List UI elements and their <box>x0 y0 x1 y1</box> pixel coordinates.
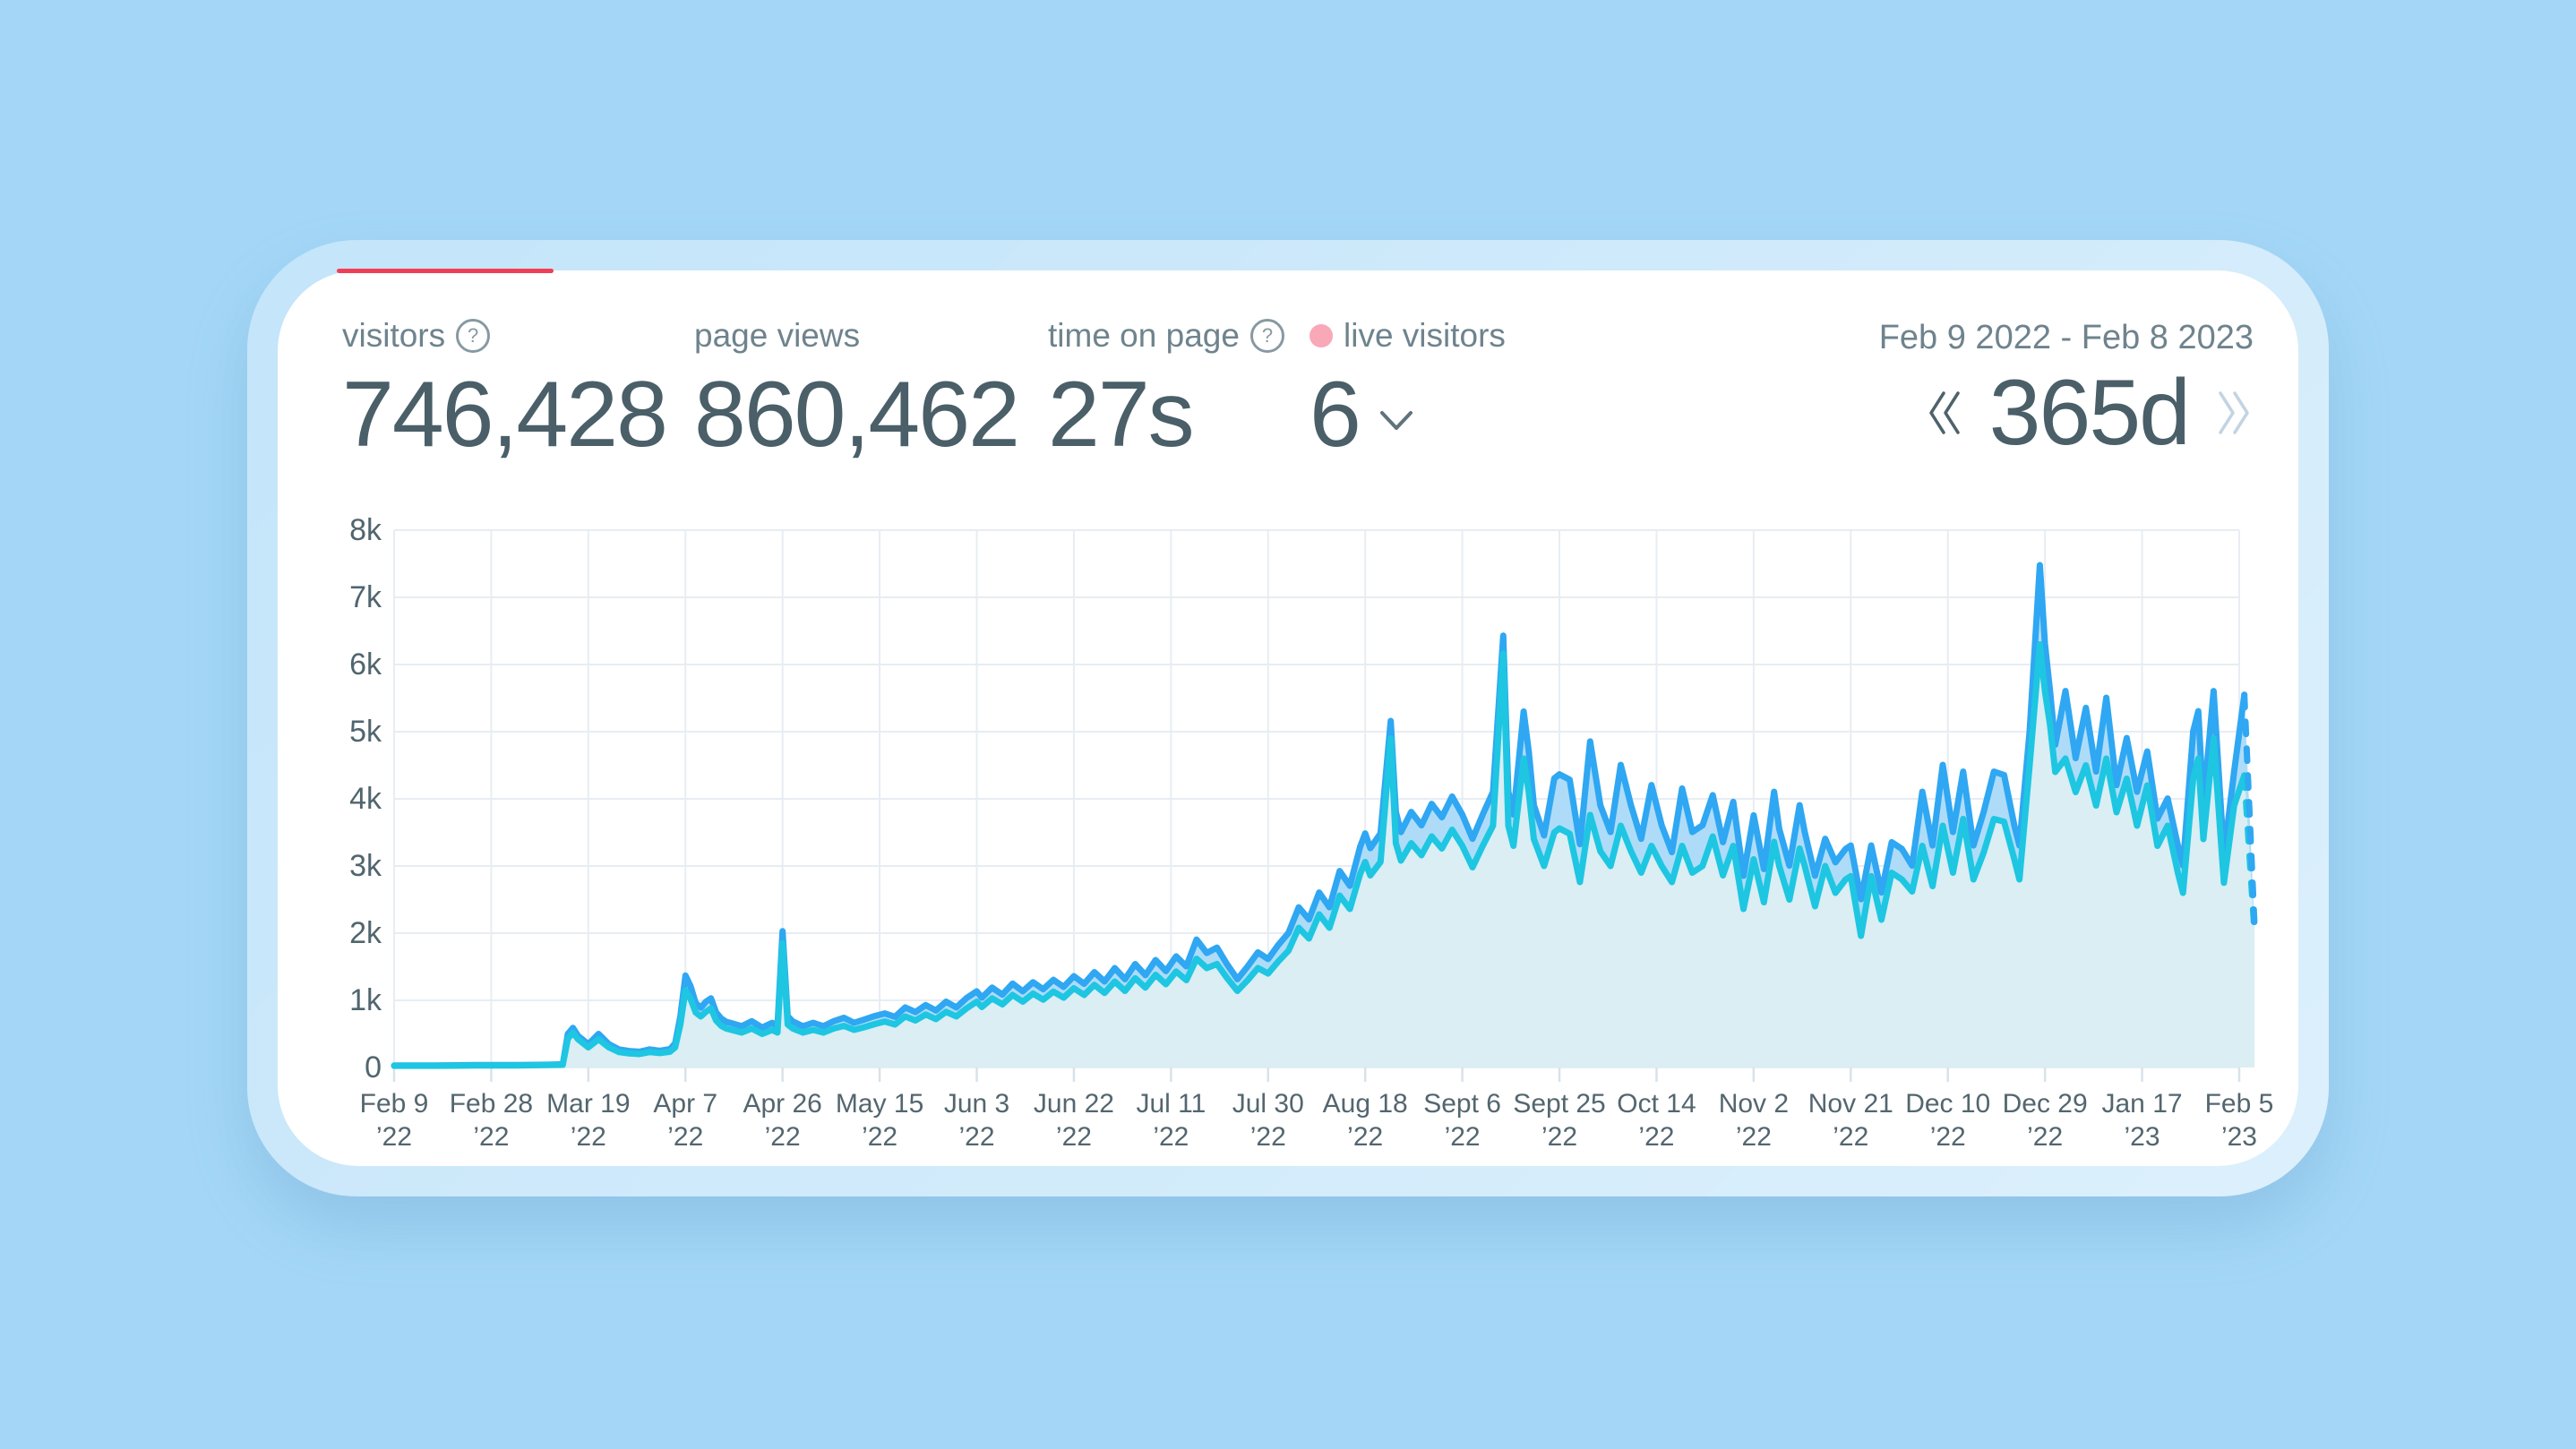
date-range-label: Feb 9 2022 - Feb 8 2023 <box>1878 319 2254 356</box>
y-axis-tick-label: 5k <box>349 715 382 749</box>
y-axis-tick-label: 7k <box>349 580 382 614</box>
stat-live-visitors: live visitors 6 <box>1309 315 1506 464</box>
x-axis-tick-label: Apr 26’22 <box>743 1089 822 1152</box>
stat-page-views: page views 860,462 <box>694 315 1020 467</box>
stat-visitors-label: visitors <box>342 317 446 354</box>
chevron-down-icon[interactable] <box>1378 408 1415 433</box>
chevrons-right-icon <box>2219 391 2249 434</box>
x-axis-tick-label: Jul 11’22 <box>1136 1089 1206 1152</box>
stat-page-views-value: 860,462 <box>694 363 1020 467</box>
x-axis-tick-label: Dec 10’22 <box>1905 1089 1991 1152</box>
y-axis-tick-label: 6k <box>349 647 382 682</box>
y-axis-tick-label: 1k <box>349 983 382 1017</box>
x-axis-tick-label: Nov 2’22 <box>1718 1089 1790 1152</box>
help-icon[interactable]: ? <box>456 319 491 353</box>
y-axis-tick-label: 8k <box>349 513 382 547</box>
x-axis-tick-label: Nov 21’22 <box>1807 1089 1893 1152</box>
x-axis-tick-label: Dec 29’22 <box>2002 1089 2088 1152</box>
analytics-card: visitors ? 746,428 page views 860,462 ti… <box>278 269 2298 1166</box>
y-axis-tick-label: 4k <box>349 782 382 816</box>
x-axis-tick-label: Oct 14’22 <box>1617 1089 1696 1152</box>
x-axis-tick-label: Feb 5’23 <box>2204 1089 2274 1152</box>
x-axis-tick-label: Aug 18’22 <box>1322 1089 1408 1152</box>
stat-page-views-label: page views <box>694 317 861 354</box>
previous-period-button[interactable] <box>1925 387 1966 439</box>
stat-visitors: visitors ? 746,428 <box>342 315 668 467</box>
x-axis-tick-label: Feb 9’22 <box>359 1089 429 1152</box>
y-axis-tick-label: 0 <box>365 1050 382 1085</box>
next-period-button[interactable] <box>2212 387 2254 439</box>
x-axis-tick-label: Mar 19’22 <box>546 1089 631 1152</box>
stat-live-visitors-value: 6 <box>1309 363 1361 467</box>
progress-line <box>337 269 554 273</box>
stat-time-on-page: time on page ? 27s <box>1048 315 1284 464</box>
x-axis-tick-label: Sept 6’22 <box>1423 1089 1501 1152</box>
x-axis-tick-label: Jan 17’23 <box>2101 1089 2183 1152</box>
card-halo: visitors ? 746,428 page views 860,462 ti… <box>247 240 2329 1196</box>
stat-time-on-page-value: 27s <box>1048 363 1195 467</box>
stat-live-visitors-label: live visitors <box>1344 317 1506 354</box>
y-axis-tick-label: 2k <box>349 916 382 950</box>
x-axis-tick-label: Jul 30’22 <box>1232 1089 1304 1152</box>
date-range-picker: Feb 9 2022 - Feb 8 2023 365d <box>1879 317 2254 462</box>
x-axis-tick-label: Jun 22’22 <box>1033 1089 1114 1152</box>
stat-time-on-page-label: time on page <box>1048 317 1240 354</box>
help-icon[interactable]: ? <box>1249 319 1284 353</box>
x-axis-tick-label: May 15’22 <box>835 1089 924 1152</box>
x-axis-tick-label: Jun 3’22 <box>943 1089 1010 1152</box>
stat-visitors-value: 746,428 <box>342 363 668 467</box>
x-axis-tick-label: Apr 7’22 <box>653 1089 718 1152</box>
chevrons-left-icon <box>1928 391 1960 434</box>
x-axis-tick-label: Sept 25’22 <box>1513 1089 1606 1152</box>
y-axis-tick-label: 3k <box>349 849 382 883</box>
live-dot-icon <box>1309 324 1333 347</box>
x-axis-tick-label: Feb 28’22 <box>449 1089 534 1152</box>
duration-value[interactable]: 365d <box>1988 361 2191 465</box>
